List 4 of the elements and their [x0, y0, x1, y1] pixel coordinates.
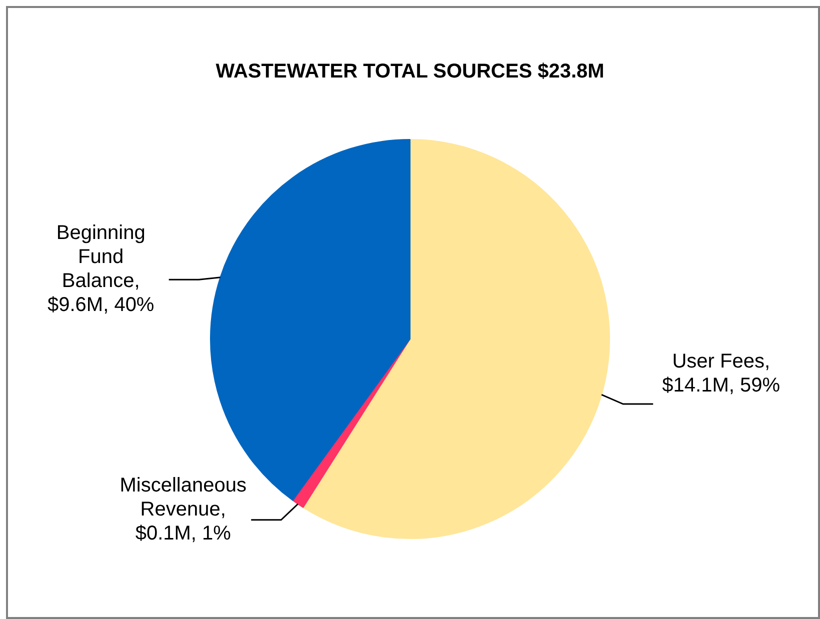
slice-label: User Fees, $14.1M, 59%: [662, 350, 780, 397]
slice-label: Miscellaneous Revenue, $0.1M, 1%: [120, 474, 246, 544]
slice-label: Beginning Fund Balance, $9.6M, 40%: [47, 222, 154, 316]
chart-title: WASTEWATER TOTAL SOURCES $23.8M: [216, 60, 604, 83]
